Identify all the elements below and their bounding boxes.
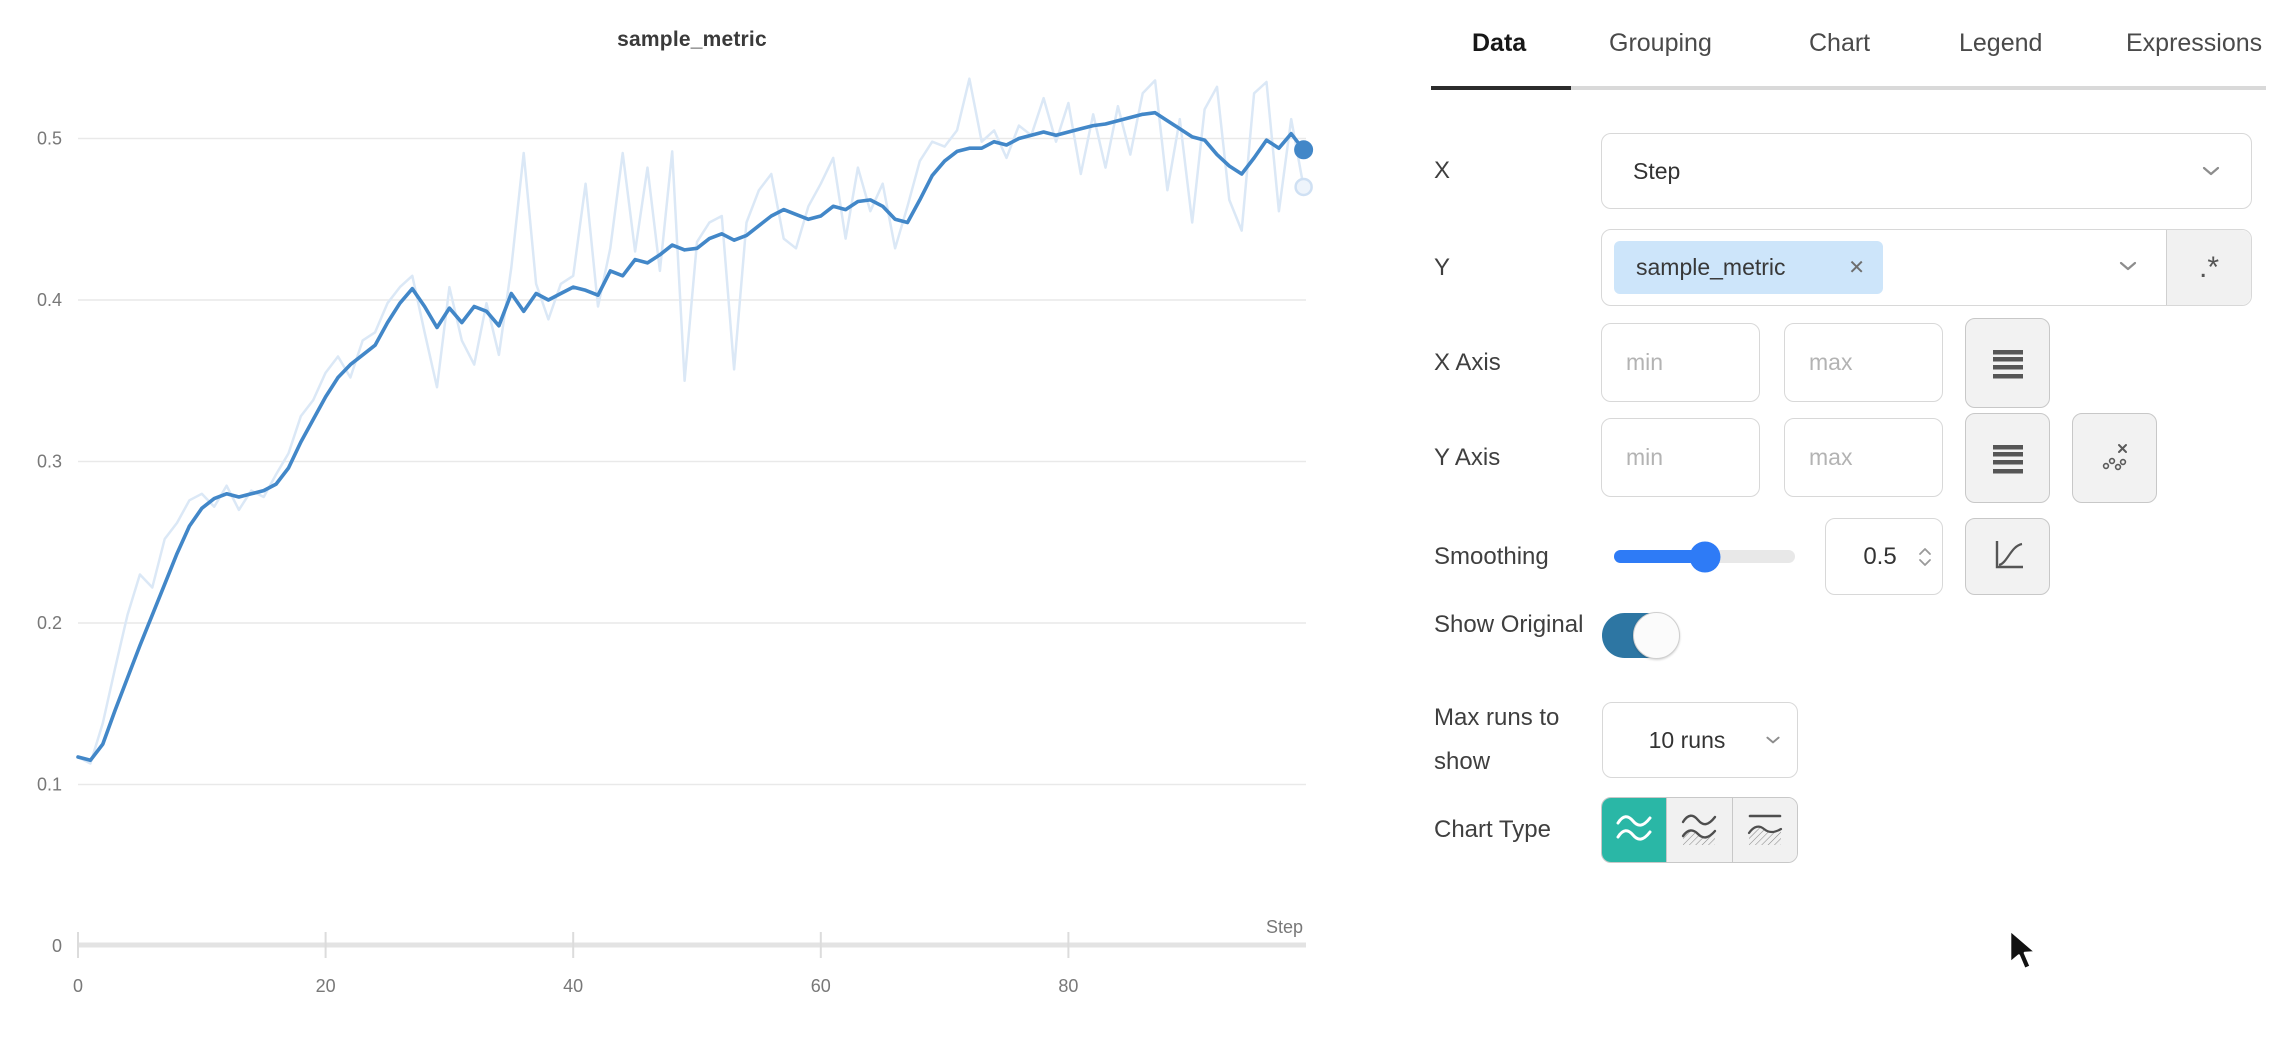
chart-type-minmax-button[interactable] xyxy=(1732,798,1797,862)
svg-text:0.5: 0.5 xyxy=(37,129,62,149)
toggle-knob xyxy=(1633,612,1680,659)
svg-text:20: 20 xyxy=(316,976,336,996)
tab-expressions[interactable]: Expressions xyxy=(2126,28,2263,57)
smoothing-label: Smoothing xyxy=(1434,542,1549,570)
regex-filter-button[interactable]: .* xyxy=(2166,230,2251,305)
tab-legend[interactable]: Legend xyxy=(1959,28,2043,57)
x-metric-select[interactable]: Step xyxy=(1601,133,2252,209)
chart-type-label: Chart Type xyxy=(1434,816,1551,843)
y-axis-log-scale-button[interactable] xyxy=(1965,413,2050,503)
chart-type-line-button[interactable] xyxy=(1602,798,1668,862)
smoothing-type-button[interactable] xyxy=(1965,518,2050,595)
metric-tag[interactable]: sample_metric ✕ xyxy=(1614,241,1883,294)
minmax-area-icon xyxy=(1743,806,1787,855)
chevron-down-icon xyxy=(2201,165,2221,177)
x-axis-log-scale-button[interactable] xyxy=(1965,318,2050,408)
x-metric-value: Step xyxy=(1633,157,1681,184)
x-axis-max-input[interactable] xyxy=(1807,348,1911,377)
chart-type-area-button[interactable] xyxy=(1667,798,1733,862)
line-chart-canvas[interactable]: 0 0.1 0.2 0.3 0.4 0.5 0 20 40 60 80 Step xyxy=(0,0,1420,1040)
x-axis-max-field[interactable] xyxy=(1784,323,1943,402)
svg-text:60: 60 xyxy=(811,976,831,996)
area-plot-icon xyxy=(1677,806,1721,855)
chevron-down-icon xyxy=(1765,735,1781,745)
y-axis-max-field[interactable] xyxy=(1784,418,1943,497)
smoothing-slider[interactable] xyxy=(1614,541,1795,572)
stepper-arrows-icon[interactable] xyxy=(1918,547,1932,567)
line-plot-icon xyxy=(1612,806,1656,855)
smoothing-curve-icon xyxy=(1988,534,2028,579)
y-label: Y xyxy=(1434,253,1451,281)
svg-text:0.3: 0.3 xyxy=(37,452,62,472)
y-axis-label: Y Axis xyxy=(1434,444,1501,471)
y-axis-min-input[interactable] xyxy=(1624,443,1728,472)
show-original-label: Show Original xyxy=(1434,611,1584,638)
smoothing-slider-thumb[interactable] xyxy=(1689,541,1720,572)
chart-panel: sample_metric 0 0.1 0.2 0.3 0.4 0.5 0 20 40 60 80 S… xyxy=(0,0,1420,1040)
chart-title: sample_metric xyxy=(617,28,767,51)
tab-data[interactable]: Data xyxy=(1472,28,1527,57)
svg-text:Step: Step xyxy=(1266,917,1303,937)
tab-grouping[interactable]: Grouping xyxy=(1609,28,1712,57)
y-axis-max-input[interactable] xyxy=(1807,443,1911,472)
y-metric-multiselect[interactable]: sample_metric ✕ .* xyxy=(1601,229,2252,306)
tab-underline-track xyxy=(1431,86,2266,90)
max-runs-select[interactable]: 10 runs xyxy=(1602,702,1798,778)
ignore-outliers-icon xyxy=(2095,436,2135,481)
svg-text:0: 0 xyxy=(52,936,62,956)
panel-settings: Data Grouping Chart Legend Expressions X… xyxy=(1420,0,2272,1040)
log-scale-icon xyxy=(1988,436,2028,481)
tab-bar: Data Grouping Chart Legend Expressions xyxy=(1420,0,2272,92)
x-axis-label: X Axis xyxy=(1434,349,1501,376)
y-axis-min-field[interactable] xyxy=(1601,418,1760,497)
metric-tag-label: sample_metric xyxy=(1636,254,1786,280)
x-label: X xyxy=(1434,157,1451,184)
max-runs-value: 10 runs xyxy=(1648,726,1726,753)
remove-metric-icon[interactable]: ✕ xyxy=(1848,257,1865,279)
show-original-toggle[interactable] xyxy=(1602,612,1680,659)
svg-text:0.1: 0.1 xyxy=(37,775,62,795)
smoothing-value-input[interactable] xyxy=(1846,541,1914,572)
max-runs-label: Max runs to show xyxy=(1434,704,1560,775)
active-tab-indicator xyxy=(1431,86,1571,90)
svg-text:80: 80 xyxy=(1058,976,1078,996)
svg-text:0.2: 0.2 xyxy=(37,613,62,633)
smoothing-slider-fill xyxy=(1614,550,1705,563)
smoothing-value-field[interactable] xyxy=(1825,518,1943,595)
chart-type-segmented-control xyxy=(1601,797,1798,863)
ignore-outliers-button[interactable] xyxy=(2072,413,2157,503)
chevron-down-icon xyxy=(2118,259,2138,277)
svg-text:0.4: 0.4 xyxy=(37,290,62,310)
x-axis-min-field[interactable] xyxy=(1601,323,1760,402)
x-axis-min-input[interactable] xyxy=(1624,348,1728,377)
log-scale-icon xyxy=(1988,341,2028,386)
svg-text:40: 40 xyxy=(563,976,583,996)
tab-chart[interactable]: Chart xyxy=(1809,28,1871,57)
svg-text:0: 0 xyxy=(73,976,83,996)
